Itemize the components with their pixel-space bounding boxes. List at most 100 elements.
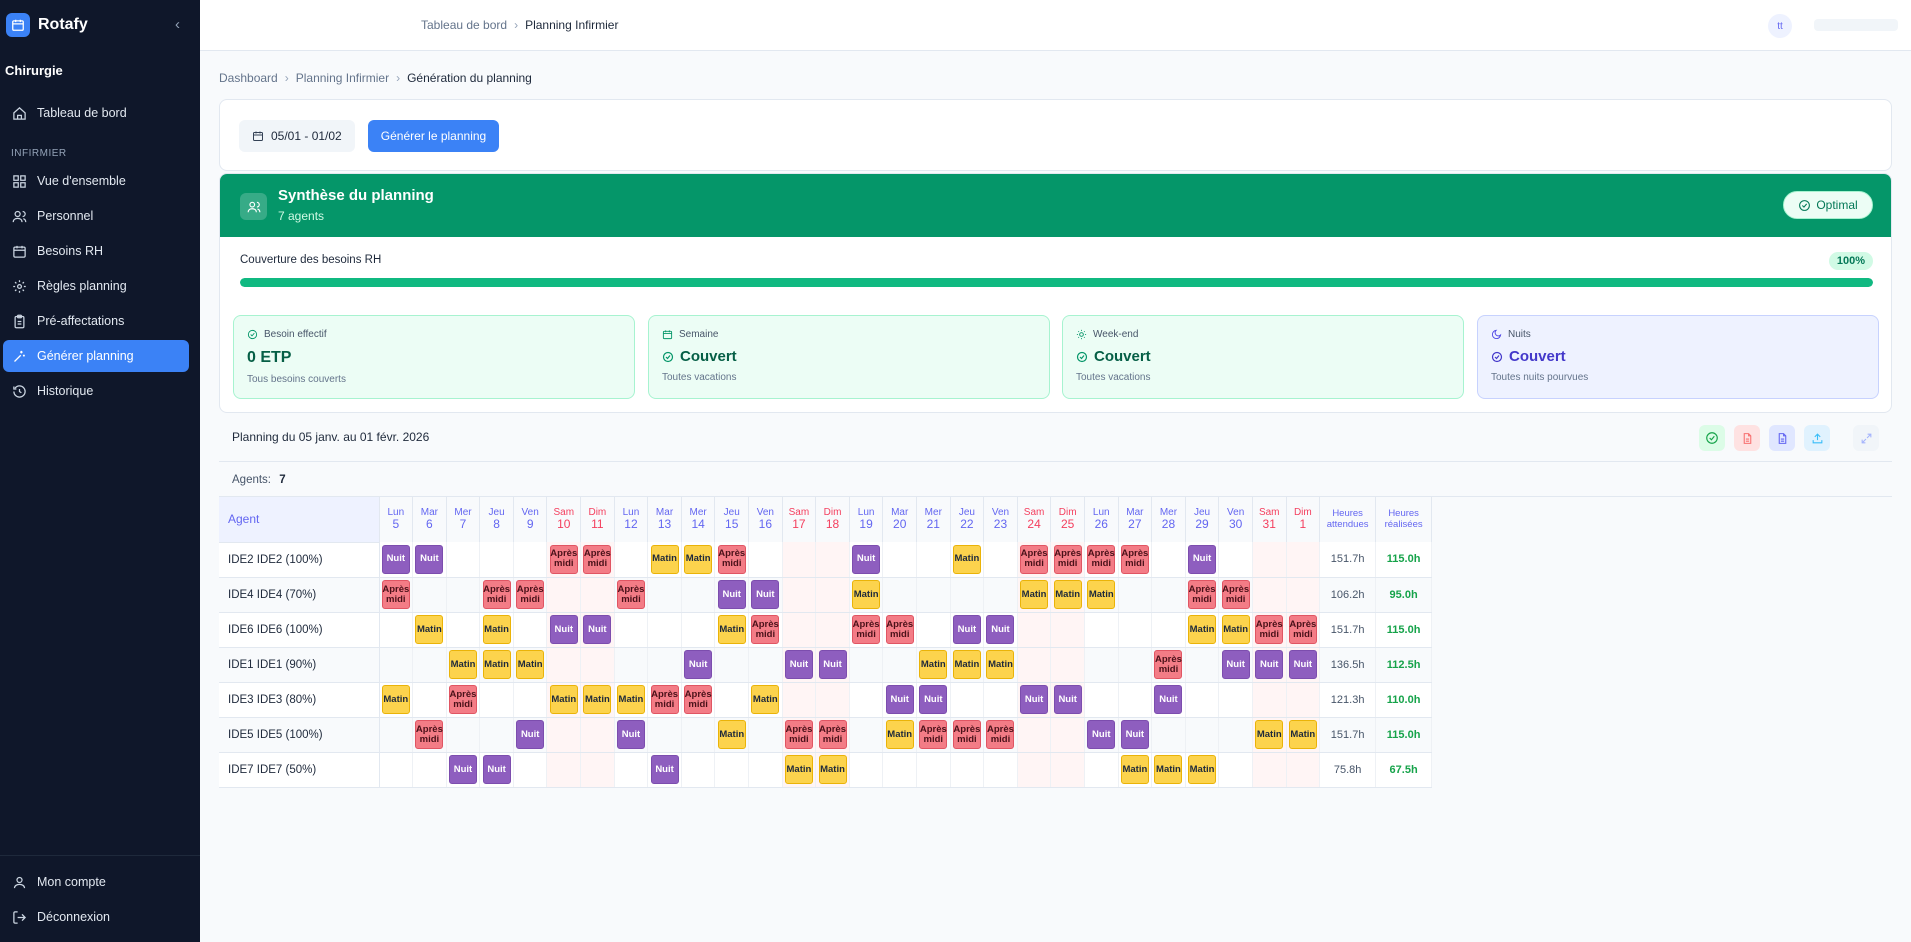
shift-badge[interactable]: Après midi	[1120, 544, 1149, 574]
shift-badge[interactable]: Après midi	[919, 720, 948, 749]
shift-cell[interactable]: Nuit	[580, 612, 615, 648]
shift-cell[interactable]	[849, 647, 884, 683]
sidebar-item-logout[interactable]: Déconnexion	[3, 901, 189, 933]
shift-cell[interactable]: Nuit	[446, 752, 481, 788]
shift-cell[interactable]: Après midi	[1252, 612, 1287, 648]
shift-cell[interactable]	[546, 647, 582, 683]
shift-badge[interactable]: Matin	[1255, 720, 1284, 749]
shift-cell[interactable]: Nuit	[916, 682, 951, 718]
shift-cell[interactable]: Matin	[1151, 752, 1186, 788]
shift-cell[interactable]	[446, 542, 481, 578]
shift-badge[interactable]: Matin	[549, 685, 578, 714]
shift-badge[interactable]: Après midi	[482, 580, 511, 609]
shift-cell[interactable]	[614, 752, 649, 788]
shift-cell[interactable]	[1286, 542, 1321, 578]
validate-button[interactable]	[1699, 425, 1725, 451]
shift-badge[interactable]: Après midi	[1154, 650, 1183, 679]
shift-badge[interactable]: Matin	[952, 650, 981, 679]
shift-cell[interactable]: Matin	[513, 647, 548, 683]
shift-cell[interactable]	[1151, 542, 1186, 578]
shift-cell[interactable]	[379, 647, 414, 683]
shift-cell[interactable]: Après midi	[647, 682, 682, 718]
shift-cell[interactable]: Matin	[681, 542, 716, 578]
shift-cell[interactable]	[1185, 647, 1220, 683]
shift-cell[interactable]	[714, 682, 750, 718]
shift-cell[interactable]: Après midi	[1185, 577, 1220, 613]
shift-cell[interactable]	[546, 577, 582, 613]
shift-cell[interactable]: Matin	[1118, 752, 1153, 788]
shift-cell[interactable]	[983, 577, 1018, 613]
shift-badge[interactable]: Matin	[1087, 580, 1116, 609]
shift-cell[interactable]	[412, 752, 447, 788]
shift-badge[interactable]: Matin	[1221, 615, 1250, 644]
export-doc-button[interactable]	[1769, 425, 1795, 451]
shift-cell[interactable]: Nuit	[782, 647, 817, 683]
shift-cell[interactable]	[782, 682, 817, 718]
shift-cell[interactable]	[1084, 647, 1119, 683]
shift-cell[interactable]	[849, 682, 884, 718]
shift-cell[interactable]	[983, 682, 1018, 718]
shift-badge[interactable]: Matin	[1154, 755, 1183, 784]
shift-cell[interactable]	[446, 717, 481, 753]
shift-cell[interactable]	[479, 682, 514, 718]
export-pdf-button[interactable]	[1734, 425, 1760, 451]
shift-cell[interactable]: Nuit	[1252, 647, 1287, 683]
shift-cell[interactable]: Nuit	[614, 717, 649, 753]
shift-cell[interactable]	[1050, 752, 1085, 788]
shift-cell[interactable]	[782, 542, 817, 578]
shift-cell[interactable]	[1017, 612, 1052, 648]
shift-cell[interactable]	[1084, 612, 1119, 648]
shift-cell[interactable]	[379, 717, 414, 753]
shift-badge[interactable]: Nuit	[986, 615, 1015, 644]
sidebar-item-preaffectations[interactable]: Pré-affectations	[3, 305, 189, 337]
shift-cell[interactable]	[1218, 717, 1253, 753]
shift-cell[interactable]	[446, 612, 481, 648]
shift-cell[interactable]	[1252, 577, 1287, 613]
shift-cell[interactable]	[1050, 717, 1085, 753]
shift-cell[interactable]: Matin	[479, 612, 514, 648]
shift-cell[interactable]	[882, 542, 917, 578]
shift-badge[interactable]: Nuit	[482, 755, 511, 784]
shift-cell[interactable]: Après midi	[513, 577, 548, 613]
shift-cell[interactable]	[815, 542, 850, 578]
shift-badge[interactable]: Après midi	[818, 720, 847, 749]
shift-badge[interactable]: Matin	[1188, 755, 1217, 784]
shift-cell[interactable]	[882, 752, 917, 788]
shift-cell[interactable]	[479, 542, 514, 578]
shift-cell[interactable]	[1050, 647, 1085, 683]
shift-badge[interactable]: Matin	[885, 720, 914, 749]
shift-cell[interactable]	[513, 752, 548, 788]
shift-cell[interactable]	[1218, 542, 1253, 578]
shift-cell[interactable]: Après midi	[614, 577, 649, 613]
shift-cell[interactable]: Nuit	[1084, 717, 1119, 753]
shift-badge[interactable]: Après midi	[616, 580, 645, 609]
shift-badge[interactable]: Matin	[1020, 580, 1049, 609]
shift-cell[interactable]	[714, 752, 750, 788]
shift-cell[interactable]	[983, 752, 1018, 788]
top-crumb-link[interactable]: Tableau de bord	[421, 18, 508, 32]
shift-badge[interactable]: Matin	[616, 685, 645, 714]
shift-badge[interactable]: Matin	[381, 685, 410, 714]
shift-cell[interactable]: Matin	[1286, 717, 1321, 753]
shift-cell[interactable]: Nuit	[1151, 682, 1186, 718]
shift-cell[interactable]: Après midi	[1017, 542, 1052, 578]
shift-cell[interactable]: Nuit	[882, 682, 917, 718]
shift-cell[interactable]	[1017, 752, 1052, 788]
shift-cell[interactable]	[479, 717, 514, 753]
shift-cell[interactable]	[815, 612, 850, 648]
shift-cell[interactable]	[916, 752, 951, 788]
shift-cell[interactable]: Nuit	[379, 542, 414, 578]
shift-cell[interactable]: Après midi	[782, 717, 817, 753]
shift-cell[interactable]: Après midi	[916, 717, 951, 753]
shift-badge[interactable]: Après midi	[1188, 580, 1217, 609]
date-range-picker[interactable]: 05/01 - 01/02	[239, 120, 355, 152]
shift-badge[interactable]: Matin	[852, 580, 881, 609]
shift-badge[interactable]: Nuit	[919, 685, 948, 714]
shift-cell[interactable]	[916, 612, 951, 648]
shift-cell[interactable]: Matin	[546, 682, 582, 718]
shift-badge[interactable]: Nuit	[516, 720, 545, 749]
shift-badge[interactable]: Matin	[1053, 580, 1082, 609]
shift-cell[interactable]: Après midi	[714, 542, 750, 578]
shift-cell[interactable]	[647, 717, 682, 753]
shift-badge[interactable]: Après midi	[583, 544, 612, 574]
